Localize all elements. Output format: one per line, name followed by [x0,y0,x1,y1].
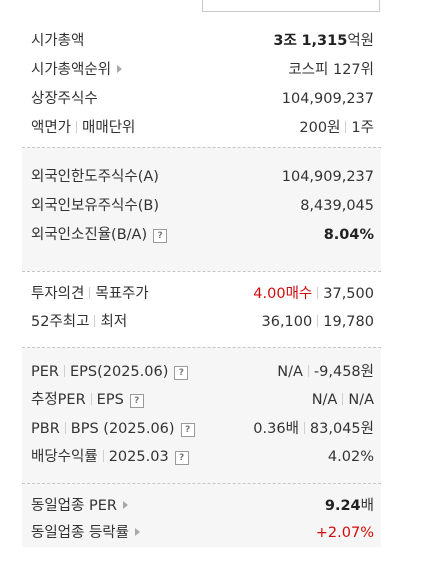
par-row: 액면가 매매단위 200원 1주 [22,116,381,140]
opinion-label: 투자의견 [31,286,85,302]
foreign-owned-value: 8,439,045 [300,198,374,214]
market-cap-rank-value: 코스피 127위 [288,62,374,78]
divider [64,422,66,434]
pbr-value: 0.36배 [253,421,299,437]
chevron-right-icon [135,528,140,536]
industry-change-link[interactable]: 동일업종 등락률 [31,521,140,545]
trade-unit-label: 매매단위 [82,120,136,136]
industry-section: 동일업종 PER 9.24배 동일업종 등락률 +2.07% [22,483,381,547]
foreign-owned-row: 외국인보유주식수(B) 8,439,045 [22,194,381,218]
industry-per-row: 동일업종 PER 9.24배 [22,494,381,518]
help-icon[interactable]: ? [153,229,168,243]
divider [342,393,344,405]
divider [303,422,305,434]
shares-label: 상장주식수 [31,91,98,107]
trade-unit-value: 1주 [351,120,374,136]
shares-value: 104,909,237 [281,91,374,107]
foreign-limit-row: 외국인한도주식수(A) 104,909,237 [22,165,381,189]
dividend-row: 배당수익률 2025.03? 4.02% [22,445,381,469]
market-cap-unit: 억원 [347,33,374,49]
opinion-row: 투자의견 목표주가 4.00매수 37,500 [22,282,381,306]
bps-label: BPS (2025.06) [70,421,175,437]
industry-per-link[interactable]: 동일업종 PER [31,494,128,518]
est-eps-value: N/A [348,392,374,408]
est-eps-label: EPS [96,392,124,408]
week52-row: 52주최고 최저 36,100 19,780 [22,310,381,334]
industry-per-number: 9.24 [324,498,361,514]
industry-change-row: 동일업종 등락률 +2.07% [22,521,381,545]
target-price-label: 목표주가 [95,286,149,302]
foreign-ratio-label: 외국인소진율(B/A) [31,227,148,243]
foreign-limit-label: 외국인한도주식수(A) [31,169,159,185]
week52-low-value: 19,780 [323,314,374,330]
help-icon[interactable]: ? [180,423,195,437]
dividend-date: 2025.03 [108,449,169,465]
stock-info-panel: 시가총액 3조 1,315억원 시가총액순위 코스피 127위 상장주식수 10… [22,21,381,547]
dividend-label: 배당수익률 [31,449,98,465]
divider [307,365,309,377]
industry-change-value: +2.07% [315,525,374,541]
chevron-right-icon [122,501,128,509]
divider [345,121,347,133]
divider [94,315,96,327]
per-row: PER EPS(2025.06)? N/A -9,458원 [22,360,381,384]
est-per-value: N/A [311,392,338,408]
market-cap-value: 3조 1,315억원 [273,29,374,53]
help-icon[interactable]: ? [174,366,189,380]
foreign-owned-label: 외국인보유주식수(B) [31,198,159,214]
eps-label: EPS(2025.06) [69,364,169,380]
opinion-section: 투자의견 목표주가 4.00매수 37,500 52주최고 최저 36,100 19,7… [22,271,381,347]
market-cap-rank-label: 시가총액순위 [31,62,112,78]
eps-value: -9,458원 [313,364,374,380]
market-cap-rank-row: 시가총액순위 코스피 127위 [22,58,381,82]
shares-row: 상장주식수 104,909,237 [22,87,381,111]
par-value: 200원 [299,120,341,136]
per-value: N/A [277,364,303,380]
bps-value: 83,045원 [309,421,374,437]
per-label: PER [31,364,59,380]
valuation-section: PER EPS(2025.06)? N/A -9,458원 추정PER EPS? N/… [22,347,381,483]
pbr-label: PBR [31,421,60,437]
market-cap-label: 시가총액 [31,33,85,49]
divider [76,121,78,133]
divider [317,315,319,327]
week52-high-label: 52주최고 [31,314,90,330]
divider [89,287,91,299]
industry-per-unit: 배 [360,498,374,514]
target-price-value: 37,500 [323,286,374,302]
divider [102,450,104,462]
dividend-value: 4.02% [327,449,374,465]
est-per-row: 추정PER EPS? N/A N/A [22,388,381,412]
market-cap-row: 시가총액 3조 1,315억원 [22,29,381,53]
foreign-section: 외국인한도주식수(A) 104,909,237 외국인보유주식수(B) 8,43… [22,147,381,271]
top-tab[interactable] [202,0,380,12]
chevron-right-icon [117,65,123,73]
week52-high-value: 36,100 [261,314,313,330]
foreign-ratio-row: 외국인소진율(B/A)? 8.04% [22,223,381,247]
pbr-row: PBR BPS (2025.06)? 0.36배 83,045원 [22,417,381,441]
market-cap-rank-link[interactable]: 시가총액순위 [31,58,123,82]
divider [317,287,319,299]
opinion-value: 4.00매수 [253,286,313,302]
divider [63,365,65,377]
industry-change-label: 동일업종 등락률 [31,525,129,541]
market-cap-billion: 1,315 [301,33,348,49]
foreign-ratio-value: 8.04% [323,227,374,243]
industry-per-label: 동일업종 PER [31,498,117,514]
divider [90,393,92,405]
market-cap-trillion: 3조 [273,33,297,49]
help-icon[interactable]: ? [174,451,189,465]
est-per-label: 추정PER [31,392,86,408]
foreign-limit-value: 104,909,237 [281,169,374,185]
summary-section: 시가총액 3조 1,315억원 시가총액순위 코스피 127위 상장주식수 10… [22,21,381,147]
week52-low-label: 최저 [100,314,128,330]
par-label: 액면가 [31,120,72,136]
help-icon[interactable]: ? [129,394,144,408]
